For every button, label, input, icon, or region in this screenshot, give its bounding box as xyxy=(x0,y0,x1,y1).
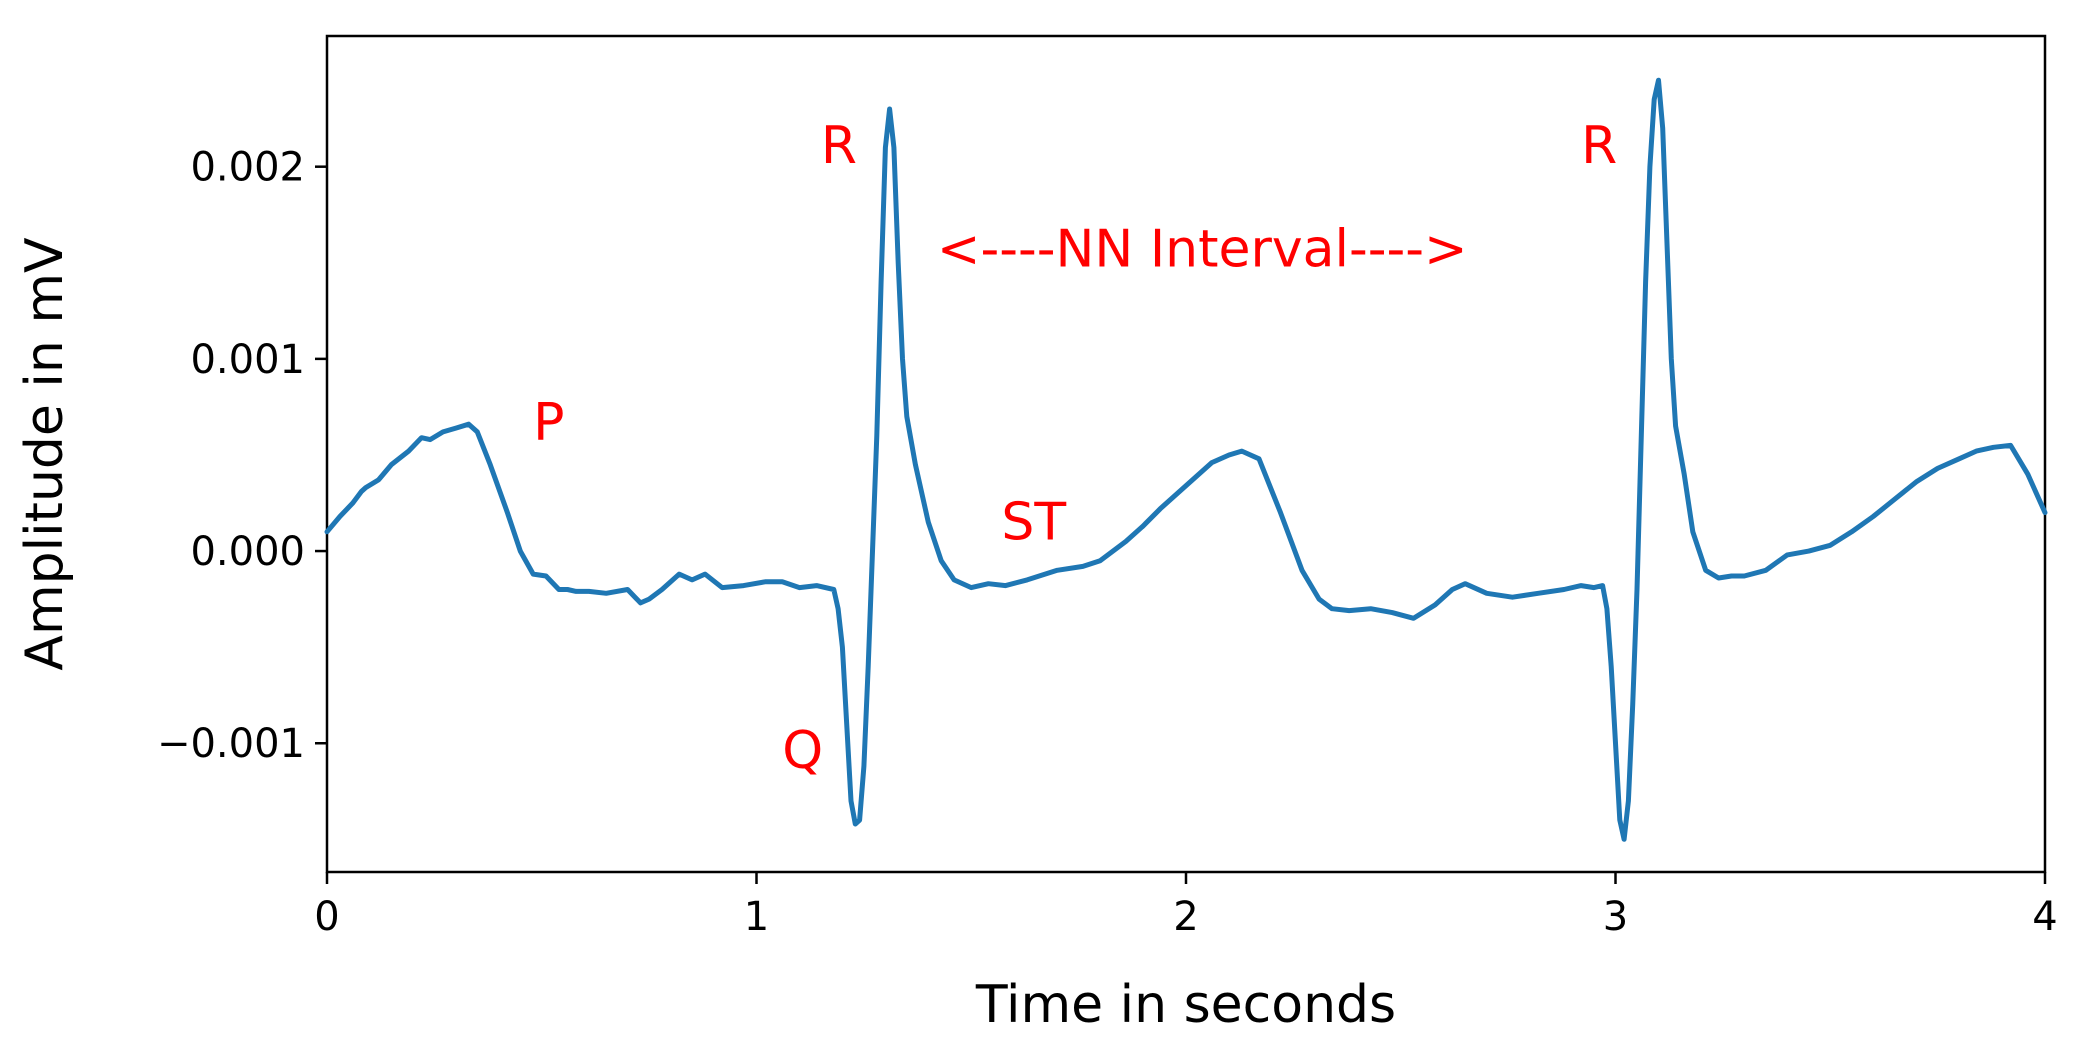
y-axis-label: Amplitude in mV xyxy=(15,237,75,671)
x-axis: 0 1 2 3 4 xyxy=(314,872,2058,940)
annotation-label: P xyxy=(533,393,564,453)
annotation-label: ST xyxy=(1001,493,1066,553)
annotation-label: <----NN Interval----> xyxy=(937,220,1468,280)
y-tick-label: −0.001 xyxy=(157,721,305,767)
x-tick-label: 4 xyxy=(2032,894,2057,940)
y-tick-label: 0.002 xyxy=(190,145,305,191)
annotation-label: R xyxy=(821,116,857,176)
x-tick-label: 0 xyxy=(314,894,339,940)
x-axis-label: Time in seconds xyxy=(975,975,1396,1035)
plot-frame xyxy=(325,34,2047,874)
y-tick-label: 0.000 xyxy=(190,529,305,575)
y-tick-label: 0.001 xyxy=(190,337,305,383)
annotation-label: Q xyxy=(782,721,823,781)
annotation-label: R xyxy=(1581,116,1617,176)
x-tick-label: 1 xyxy=(744,894,769,940)
x-tick-label: 3 xyxy=(1603,894,1628,940)
annotations: P R <----NN Interval----> ST Q R xyxy=(533,116,1617,781)
y-axis: −0.001 0.000 0.001 0.002 xyxy=(157,145,327,767)
x-tick-label: 2 xyxy=(1173,894,1198,940)
ecg-series-line xyxy=(324,77,2048,842)
